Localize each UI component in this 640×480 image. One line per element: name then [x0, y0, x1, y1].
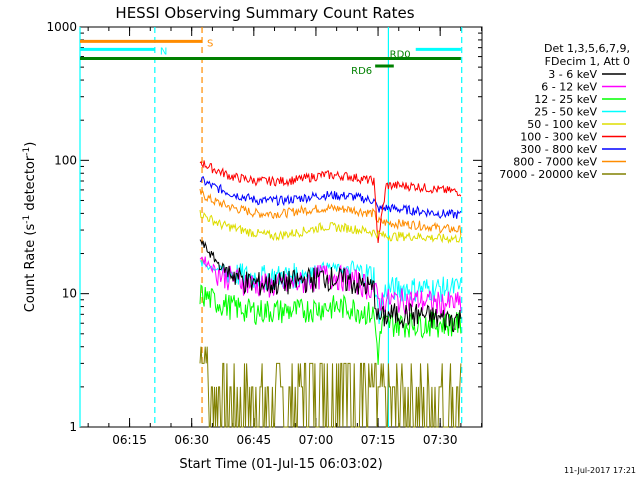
x-tick-label: 07:00 [299, 433, 334, 447]
legend-label: 7000 - 20000 keV [499, 168, 597, 181]
y-axis-label-sup2: -1 [22, 147, 32, 156]
legend-label: 50 - 100 keV [527, 118, 597, 131]
legend: Det 1,3,5,6,7,9, FDecim 1, Att 0 3 - 6 k… [499, 42, 630, 181]
x-tick-label: 07:30 [423, 433, 458, 447]
plot-frame-group [79, 26, 483, 428]
legend-label: 300 - 800 keV [520, 143, 597, 156]
x-axis: 06:15 06:30 06:45 07:00 07:15 07:30 [87, 27, 483, 447]
x-tick-label: 06:15 [112, 433, 147, 447]
y-tick-label: 10 [62, 287, 77, 301]
series-line-6 [199, 160, 462, 244]
flag-label-rd0: RD0 [390, 50, 411, 61]
legend-label: 100 - 300 keV [520, 131, 597, 144]
series-line-8 [199, 188, 462, 235]
series-line-5 [199, 209, 462, 244]
plot-frame [79, 26, 483, 428]
x-tick-label: 06:30 [174, 433, 209, 447]
legend-label: 25 - 50 keV [534, 106, 597, 119]
series-lines [199, 160, 462, 428]
series-line-9 [199, 346, 462, 428]
x-axis-label: Start Time (01-Jul-15 06:03:02) [179, 457, 382, 472]
series-line-7 [199, 175, 462, 219]
y-axis-label-c: ) [23, 142, 38, 147]
y-axis-label-b: detector [23, 155, 38, 215]
legend-header-1: Det 1,3,5,6,7,9, [544, 42, 630, 55]
legend-label: 6 - 12 keV [541, 81, 597, 94]
y-axis-label-sup1: -1 [22, 215, 32, 224]
footer-timestamp: 11-Jul-2017 17:21 [564, 466, 636, 475]
y-axis: 1 10 100 1000 [46, 20, 482, 434]
flag-label: RD6 [351, 66, 372, 77]
flag-label: N [160, 46, 167, 57]
y-tick-label: 100 [54, 153, 77, 167]
series-line-1 [199, 239, 462, 333]
y-axis-label-a: Count Rate (s [23, 224, 38, 313]
flag-label: S [207, 38, 213, 49]
legend-header-2: FDecim 1, Att 0 [545, 55, 630, 68]
chart-title: HESSI Observing Summary Count Rates [115, 4, 414, 22]
x-tick-label: 07:15 [361, 433, 396, 447]
legend-label: 3 - 6 keV [548, 68, 597, 81]
y-tick-label: 1 [69, 420, 77, 434]
flag-bars: S N RD6 RD0 [80, 38, 461, 77]
legend-label: 800 - 7000 keV [513, 156, 597, 169]
y-axis-label: Count Rate (s-1 detector-1) [22, 142, 38, 313]
x-tick-label: 06:45 [237, 433, 272, 447]
legend-label: 12 - 25 keV [534, 93, 597, 106]
y-tick-label: 1000 [46, 20, 77, 34]
series-line-3 [199, 284, 462, 365]
reference-lines [79, 27, 463, 427]
